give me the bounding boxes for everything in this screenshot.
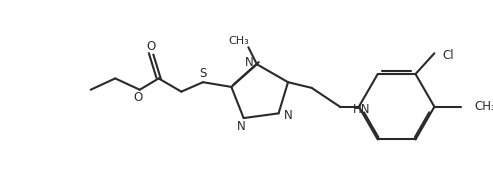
Text: HN: HN [353, 103, 371, 116]
Text: N: N [237, 120, 245, 133]
Text: O: O [146, 40, 156, 53]
Text: CH₃: CH₃ [229, 36, 249, 46]
Text: Cl: Cl [443, 49, 455, 62]
Text: S: S [199, 67, 207, 80]
Text: N: N [283, 109, 292, 122]
Text: N: N [245, 56, 254, 69]
Text: O: O [133, 91, 142, 104]
Text: CH₃: CH₃ [474, 100, 493, 113]
